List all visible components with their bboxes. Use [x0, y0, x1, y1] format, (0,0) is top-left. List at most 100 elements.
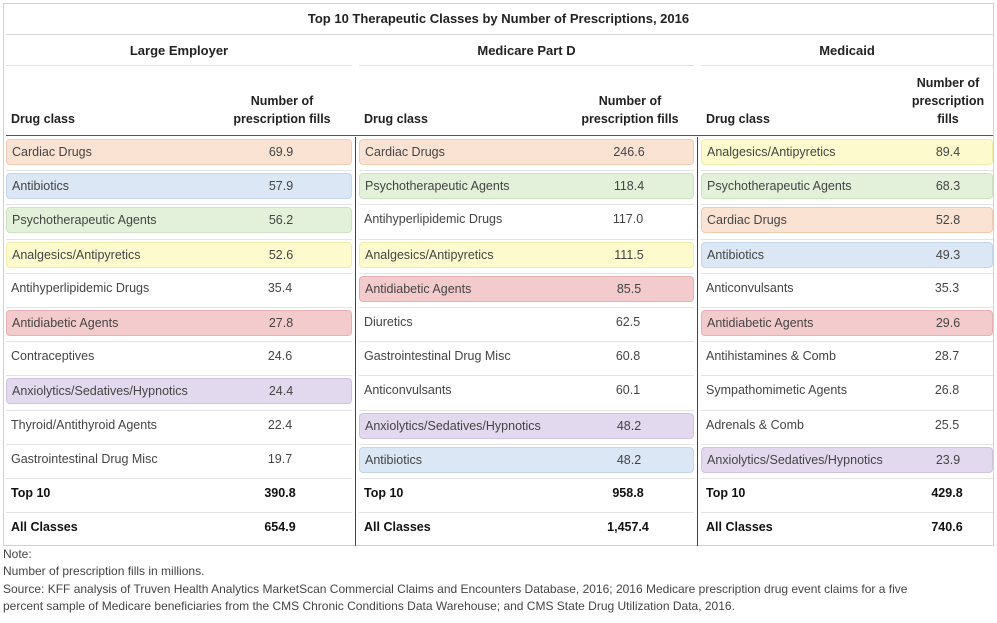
row-separator	[6, 307, 352, 308]
row-separator	[701, 375, 993, 377]
drug-class-label: Psychotherapeutic Agents	[12, 213, 157, 228]
fills-value: 25.5	[934, 417, 960, 432]
row-separator	[701, 443, 993, 445]
row-separator	[359, 409, 694, 411]
table-row-anticonvulsants: Anticonvulsants 35.3	[701, 276, 993, 302]
fills-value: 24.4	[268, 384, 294, 399]
total-value: 740.6	[931, 520, 963, 535]
drug-class-label: Antihistamines & Comb	[706, 349, 836, 364]
drug-class-header-2: Drug class	[364, 112, 428, 126]
drug-class-label: Cardiac Drugs	[365, 145, 445, 159]
table-row-cardiac-drugs: Cardiac Drugs 246.6	[359, 139, 694, 165]
row-separator	[6, 204, 352, 206]
drug-class-label: Cardiac Drugs	[12, 145, 92, 159]
table-row-antidiabetic-agents: Antidiabetic Agents 29.6	[701, 310, 993, 336]
row-separator	[6, 341, 352, 343]
row-separator	[359, 238, 694, 240]
fills-value: 27.8	[268, 316, 294, 330]
fills-value: 19.7	[267, 451, 293, 466]
fills-value: 48.2	[616, 418, 642, 433]
note-source-2: percent sample of Medicare beneficiaries…	[3, 599, 735, 613]
drug-class-label: Contraceptives	[11, 349, 95, 364]
table-row-cardiac-drugs: Cardiac Drugs 69.9	[6, 139, 352, 165]
total-row-all-classes: All Classes 654.9	[6, 515, 352, 541]
drug-class-label: Sympathomimetic Agents	[706, 383, 848, 398]
divider-2	[697, 137, 698, 546]
row-separator	[701, 409, 993, 411]
note-units: Number of prescription fills in millions…	[3, 564, 205, 578]
drug-class-label: Antibiotics	[707, 247, 764, 262]
fills-header-3: Number of prescription fills	[911, 76, 985, 126]
fills-value: 89.4	[935, 145, 961, 159]
drug-class-label: Antidiabetic Agents	[365, 281, 472, 296]
total-value: 1,457.4	[607, 520, 649, 535]
drug-class-label: Adrenals & Comb	[706, 417, 804, 432]
table-row-gastrointestinal-drug-misc: Gastrointestinal Drug Misc 60.8	[359, 344, 694, 370]
group-rule-1	[6, 65, 352, 66]
drug-class-label: Anticonvulsants	[706, 280, 794, 295]
table-row-psychotherapeutic-agents: Psychotherapeutic Agents 118.4	[359, 173, 694, 200]
drug-class-label: Diuretics	[364, 315, 413, 329]
table-row-anticonvulsants: Anticonvulsants 60.1	[359, 378, 694, 404]
table-row-cardiac-drugs: Cardiac Drugs 52.8	[701, 207, 993, 234]
table-row-diuretics: Diuretics 62.5	[359, 310, 694, 336]
fills-value: 35.4	[267, 280, 293, 295]
table-row-psychotherapeutic-agents: Psychotherapeutic Agents 68.3	[701, 173, 993, 200]
row-separator	[359, 478, 694, 479]
total-label: Top 10	[706, 486, 746, 500]
table-row-antibiotics: Antibiotics 49.3	[701, 241, 993, 268]
fills-value: 52.8	[935, 213, 961, 228]
row-separator	[6, 409, 352, 411]
drug-class-label: Psychotherapeutic Agents	[365, 179, 510, 194]
table-row-analgesics-antipyretics: Analgesics/Antipyretics 111.5	[359, 241, 694, 268]
row-separator	[701, 307, 993, 308]
drug-class-label: Anxiolytics/Sedatives/Hypnotics	[12, 384, 188, 399]
total-value: 958.8	[612, 486, 644, 500]
fills-value: 111.5	[614, 247, 644, 262]
table-row-antibiotics: Antibiotics 57.9	[6, 173, 352, 200]
table-row-contraceptives: Contraceptives 24.6	[6, 344, 352, 370]
divider-1	[355, 137, 356, 546]
row-separator	[701, 170, 993, 172]
fills-value: 57.9	[268, 179, 294, 194]
drug-class-label: Thyroid/Antithyroid Agents	[11, 417, 157, 432]
fills-header-2: Number of prescription fills	[581, 94, 679, 126]
row-separator	[359, 375, 694, 377]
drug-class-label: Anxiolytics/Sedatives/Hypnotics	[707, 452, 883, 467]
row-separator	[6, 238, 352, 240]
drug-class-label: Anxiolytics/Sedatives/Hypnotics	[365, 418, 541, 433]
row-separator	[359, 272, 694, 274]
row-separator	[701, 238, 993, 240]
fills-value: 118.4	[613, 179, 645, 194]
drug-class-label: Cardiac Drugs	[707, 213, 787, 228]
table-row-antibiotics: Antibiotics 48.2	[359, 446, 694, 473]
row-separator	[6, 443, 352, 445]
total-row-top10: Top 10 958.8	[359, 481, 694, 507]
drug-class-label: Anticonvulsants	[364, 383, 452, 398]
table-row-thyroid-antithyroid-agents: Thyroid/Antithyroid Agents 22.4	[6, 413, 352, 439]
row-separator	[359, 512, 694, 514]
row-separator	[359, 443, 694, 445]
total-label: All Classes	[11, 520, 78, 535]
row-separator	[701, 272, 993, 274]
fills-value: 49.3	[935, 247, 961, 262]
table-row-adrenals-comb: Adrenals & Comb 25.5	[701, 413, 993, 439]
table-row-sympathomimetic-agents: Sympathomimetic Agents 26.8	[701, 378, 993, 404]
total-value: 654.9	[264, 520, 296, 535]
row-separator	[359, 170, 694, 172]
drug-class-label: Gastrointestinal Drug Misc	[11, 451, 158, 466]
title-rule	[6, 34, 993, 35]
drug-class-label: Psychotherapeutic Agents	[707, 179, 852, 194]
total-label: Top 10	[11, 486, 51, 500]
fills-value: 23.9	[935, 452, 961, 467]
total-row-top10: Top 10 390.8	[6, 481, 352, 507]
table-row-antihyperlipidemic-drugs: Antihyperlipidemic Drugs 117.0	[359, 207, 694, 233]
drug-class-label: Antibiotics	[365, 452, 422, 467]
row-separator	[6, 478, 352, 479]
table-row-anxiolytics-sedatives-hypnotics: Anxiolytics/Sedatives/Hypnotics 23.9	[701, 446, 993, 473]
table-row-anxiolytics-sedatives-hypnotics: Anxiolytics/Sedatives/Hypnotics 24.4	[6, 378, 352, 405]
total-label: All Classes	[364, 520, 431, 535]
drug-class-label: Antidiabetic Agents	[12, 316, 119, 330]
total-row-top10: Top 10 429.8	[701, 481, 993, 507]
row-separator	[701, 512, 993, 514]
